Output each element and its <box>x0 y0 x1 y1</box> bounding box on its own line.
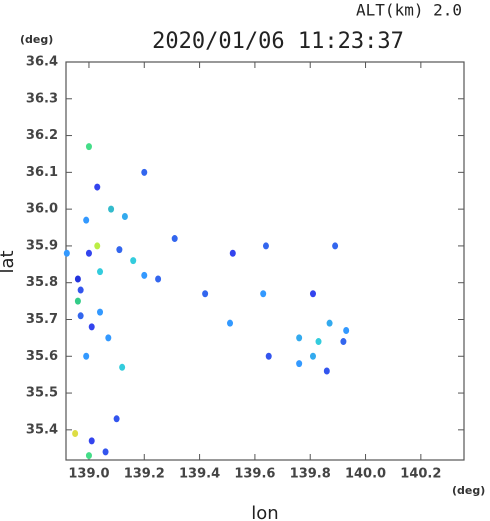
echo-point <box>105 334 112 342</box>
x-tick-label: 139.6 <box>234 467 275 482</box>
echo-point <box>141 271 148 279</box>
echo-point <box>315 338 322 346</box>
echo-point <box>63 249 70 257</box>
echo-point <box>94 183 101 191</box>
echo-point <box>323 367 330 375</box>
echo-point <box>113 415 120 423</box>
y-tick-label: 35.9 <box>26 238 58 253</box>
echo-point <box>326 319 333 327</box>
echo-point <box>85 452 92 460</box>
y-axis-label: lat <box>0 250 18 273</box>
x-tick-label: 139.4 <box>179 467 220 482</box>
y-tick-label: 35.8 <box>26 275 58 290</box>
x-tick-label: 139.2 <box>124 467 165 482</box>
echo-point <box>77 286 84 294</box>
x-unit: (deg) <box>452 484 485 497</box>
echo-point <box>155 275 162 283</box>
echo-point <box>121 212 128 220</box>
x-tick-label: 140.0 <box>345 467 386 482</box>
echo-point <box>171 235 178 243</box>
echo-point <box>296 334 303 342</box>
echo-point <box>309 290 316 298</box>
echo-point <box>108 205 115 213</box>
echo-point <box>265 352 272 360</box>
y-tick-label: 36.4 <box>26 55 58 70</box>
echo-point <box>296 360 303 368</box>
echo-point <box>116 246 123 254</box>
echo-point <box>85 143 92 151</box>
echo-point <box>83 352 90 360</box>
echo-point <box>94 242 101 250</box>
echo-point <box>130 257 137 265</box>
echo-point <box>119 363 126 371</box>
y-tick-label: 35.4 <box>26 422 58 437</box>
y-unit: (deg) <box>20 33 53 46</box>
echo-point <box>102 448 109 456</box>
y-tick-label: 36.0 <box>26 202 58 217</box>
x-tick-label: 140.2 <box>400 467 441 482</box>
x-tick-label: 139.0 <box>68 467 109 482</box>
echo-point <box>227 319 234 327</box>
echo-point <box>262 242 269 250</box>
y-tick-label: 36.3 <box>26 91 58 106</box>
echo-point <box>260 290 267 298</box>
echo-point <box>88 323 95 331</box>
y-tick-label: 35.6 <box>26 349 58 364</box>
altitude-label: ALT(km) 2.0 <box>356 1 462 20</box>
x-tick-label: 139.8 <box>290 467 331 482</box>
plot-frame <box>65 61 465 461</box>
y-tick-label: 36.1 <box>26 165 58 180</box>
echo-point <box>340 338 347 346</box>
echo-point <box>97 268 104 276</box>
echo-point <box>72 430 79 438</box>
echo-point <box>343 327 350 335</box>
echo-point <box>97 308 104 316</box>
echo-point <box>229 249 236 257</box>
echo-point <box>202 290 209 298</box>
echo-point <box>74 275 81 283</box>
chart-title: 2020/01/06 11:23:37 <box>152 29 404 54</box>
echo-point <box>332 242 339 250</box>
echo-point <box>88 437 95 445</box>
echo-point <box>141 168 148 176</box>
echo-point <box>74 297 81 305</box>
echo-point <box>77 312 84 320</box>
x-axis-label: lon <box>251 503 278 521</box>
echo-point <box>309 352 316 360</box>
echo-point <box>85 249 92 257</box>
y-tick-label: 35.7 <box>26 312 58 327</box>
y-tick-label: 36.2 <box>26 128 58 143</box>
y-tick-label: 35.5 <box>26 386 58 401</box>
echo-point <box>83 216 90 224</box>
